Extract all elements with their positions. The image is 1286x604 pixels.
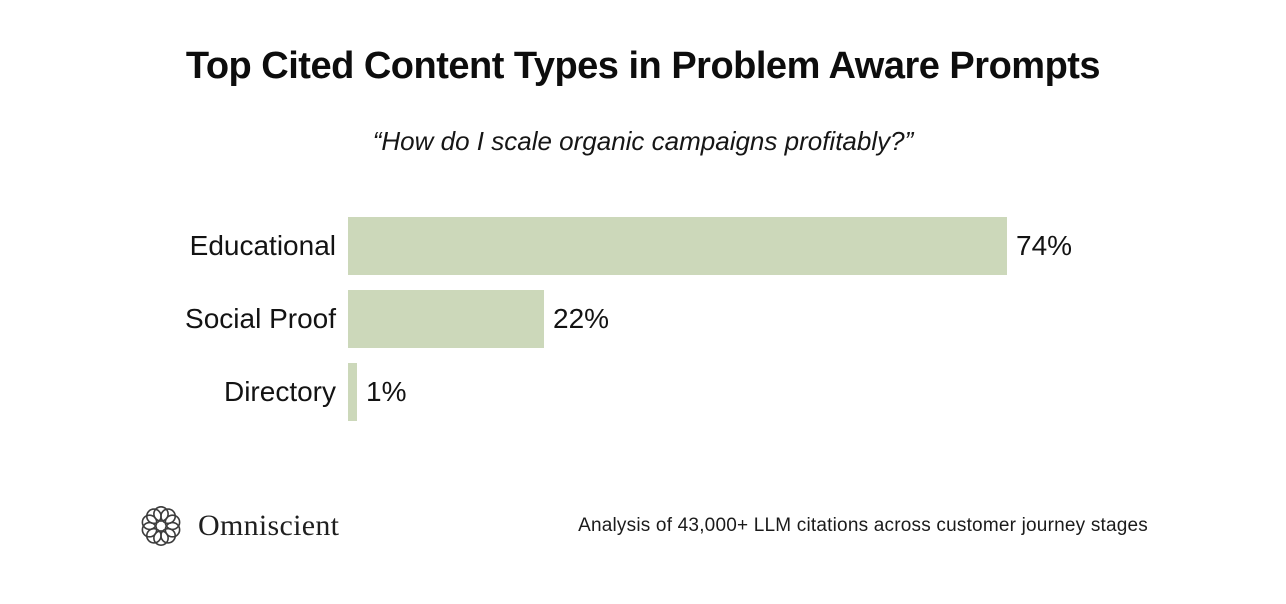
footer: Omniscient Analysis of 43,000+ LLM citat…	[138, 503, 1148, 549]
chart-title: Top Cited Content Types in Problem Aware…	[185, 45, 1101, 87]
bar-category-label: Directory	[223, 375, 336, 407]
chart-subtitle-quote: “How do I scale organic campaigns profit…	[372, 125, 914, 156]
bar-row: Social Proof 22%	[138, 289, 1148, 348]
brand-name: Omniscient	[198, 508, 340, 542]
bar-category-label: Social Proof	[185, 302, 336, 334]
bar	[348, 289, 544, 348]
bar-row: Directory 1%	[138, 362, 1148, 421]
footer-analysis-note: Analysis of 43,000+ LLM citations across…	[578, 514, 1148, 536]
bar-value-label: 22%	[553, 302, 610, 334]
bar-track: 1%	[348, 362, 1148, 421]
bar-row: Educational 74%	[138, 216, 1148, 275]
rosette-ring	[141, 505, 181, 546]
brand-logo: Omniscient	[138, 503, 339, 549]
bar-value-label: 74%	[1016, 229, 1073, 261]
bar	[348, 362, 357, 421]
bar-track: 74%	[348, 216, 1148, 275]
bar-value-label: 1%	[366, 375, 407, 407]
bar-category-label: Educational	[189, 229, 336, 261]
bar	[348, 216, 1007, 275]
rosette-knot-icon	[141, 505, 181, 546]
bar-chart: Educational 74% Social Proof 22% Directory 1%	[138, 216, 1148, 421]
bar-track: 22%	[348, 289, 1148, 348]
